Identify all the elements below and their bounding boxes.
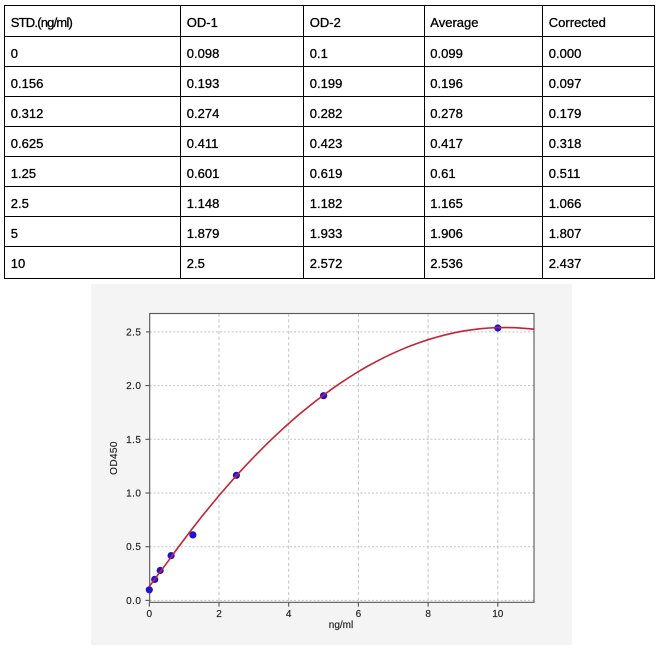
svg-text:0.0: 0.0 — [126, 596, 141, 607]
svg-text:6: 6 — [356, 609, 362, 620]
svg-text:1.0: 1.0 — [126, 489, 141, 500]
svg-text:8: 8 — [425, 609, 431, 620]
svg-text:0.5: 0.5 — [126, 542, 141, 553]
svg-text:2: 2 — [216, 609, 222, 620]
svg-text:ng/ml: ng/ml — [329, 620, 353, 631]
svg-text:OD450: OD450 — [109, 441, 120, 475]
svg-text:1.5: 1.5 — [126, 435, 141, 446]
svg-text:2.5: 2.5 — [126, 327, 141, 338]
svg-text:2.0: 2.0 — [126, 381, 141, 392]
svg-text:4: 4 — [286, 609, 292, 620]
svg-text:0: 0 — [147, 609, 153, 620]
svg-text:10: 10 — [492, 609, 504, 620]
